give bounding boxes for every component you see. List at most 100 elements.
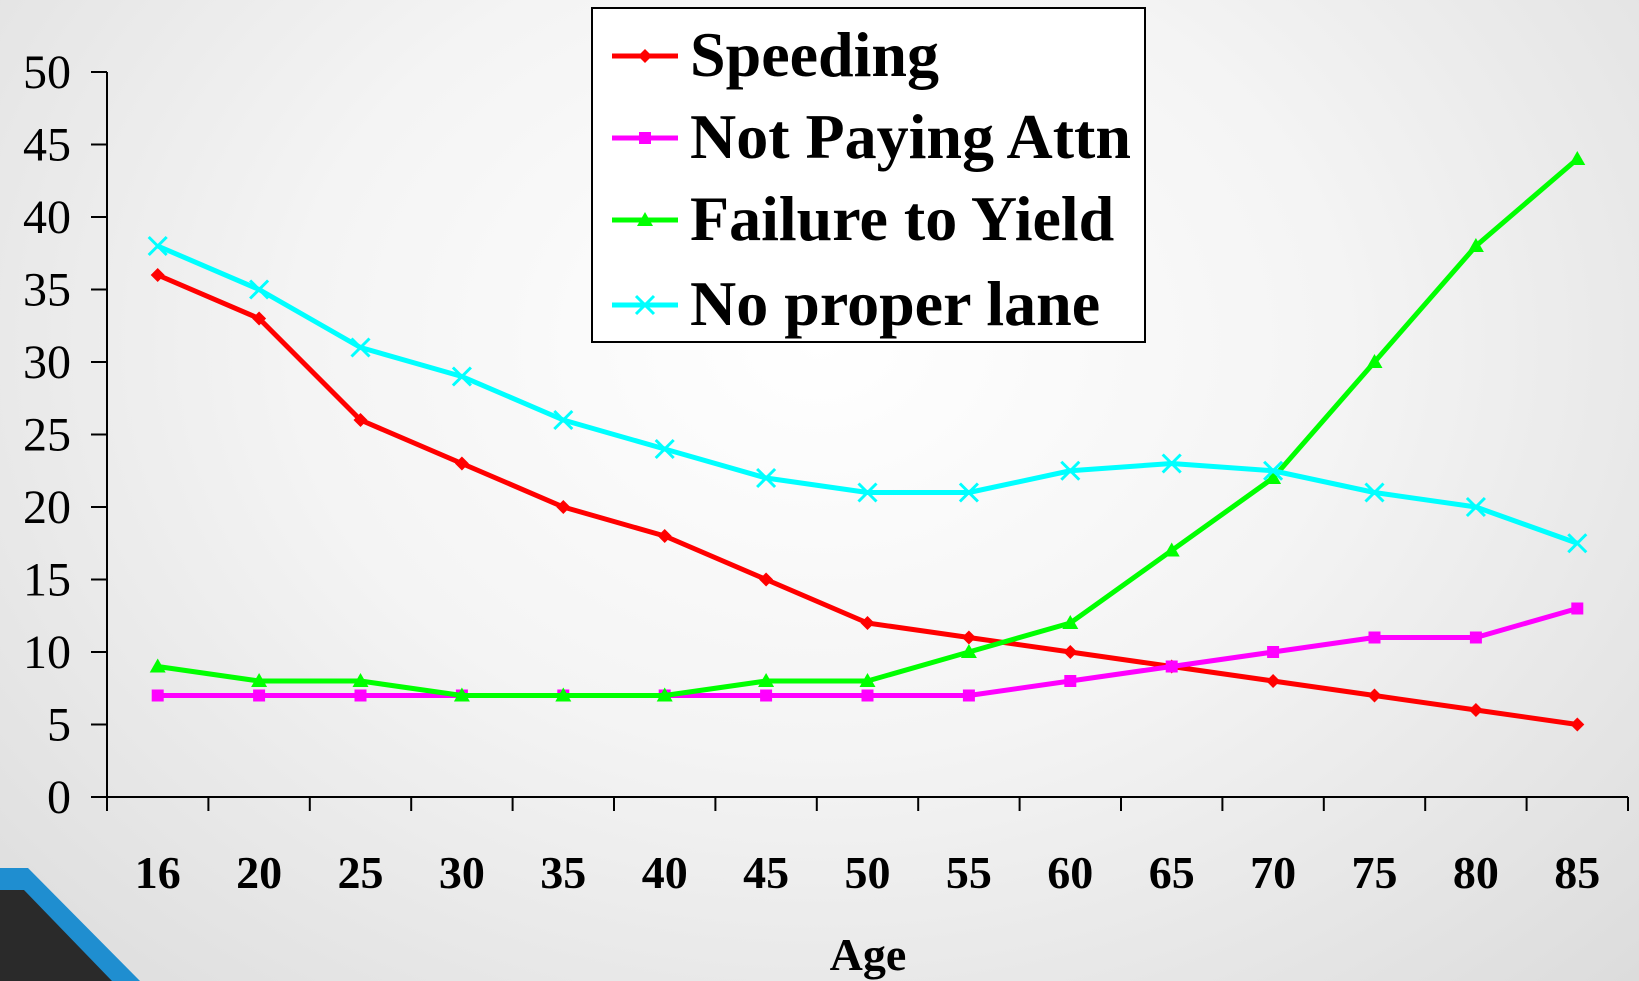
data-point-failure-to-yield bbox=[656, 687, 673, 702]
data-point-speeding bbox=[961, 630, 976, 645]
data-point-failure-to-yield bbox=[960, 644, 977, 658]
legend-box bbox=[591, 7, 1146, 343]
legend-label-speeding: Speeding bbox=[690, 19, 939, 90]
data-point-no-proper-lane bbox=[249, 279, 270, 300]
x-axis-title: Age bbox=[830, 929, 907, 980]
data-point-failure-to-yield bbox=[1467, 238, 1484, 252]
legend-item-failure-to-yield: Failure to Yield bbox=[612, 183, 1114, 254]
data-point-no-proper-lane bbox=[1567, 533, 1588, 554]
legend-marker-failure-to-yield bbox=[637, 212, 653, 226]
x-tick-label: 20 bbox=[236, 847, 282, 898]
data-point-no-proper-lane bbox=[1060, 460, 1081, 481]
data-point-no-proper-lane bbox=[857, 482, 878, 503]
x-tick-label: 75 bbox=[1352, 847, 1398, 898]
data-point-speeding bbox=[353, 413, 368, 427]
data-point-no-proper-lane bbox=[553, 409, 574, 431]
data-point-no-proper-lane bbox=[1161, 453, 1182, 474]
y-tick-label: 15 bbox=[23, 554, 71, 607]
x-tick-label: 60 bbox=[1047, 847, 1093, 898]
data-point-failure-to-yield bbox=[758, 673, 775, 687]
legend-label-not-paying-attn: Not Paying Attn bbox=[690, 101, 1131, 172]
y-tick-label: 35 bbox=[23, 264, 71, 317]
series-failure-to-yield bbox=[149, 151, 1586, 702]
data-point-not-paying-attn bbox=[1267, 646, 1280, 658]
series-layer bbox=[147, 151, 1588, 732]
y-tick-label: 50 bbox=[23, 46, 71, 99]
data-point-speeding bbox=[1468, 703, 1483, 717]
slide-corner-shadow bbox=[0, 890, 112, 981]
data-point-speeding bbox=[657, 529, 672, 543]
x-tick-label: 25 bbox=[338, 847, 384, 898]
data-point-failure-to-yield bbox=[1163, 542, 1180, 557]
data-point-not-paying-attn bbox=[861, 689, 874, 702]
legend-marker-speeding bbox=[638, 49, 652, 63]
data-point-no-proper-lane bbox=[1263, 460, 1284, 481]
data-point-no-proper-lane bbox=[147, 235, 168, 257]
legend-marker-not-paying-attn bbox=[639, 132, 651, 144]
data-point-failure-to-yield bbox=[352, 673, 369, 687]
data-point-not-paying-attn bbox=[1469, 631, 1482, 644]
x-tick-label: 45 bbox=[743, 847, 789, 898]
data-point-failure-to-yield bbox=[555, 687, 572, 702]
y-tick-label: 20 bbox=[23, 481, 71, 534]
legend-item-speeding: Speeding bbox=[612, 19, 939, 90]
data-point-no-proper-lane bbox=[756, 467, 777, 489]
x-tick-label: 50 bbox=[845, 847, 891, 898]
data-point-not-paying-attn bbox=[1165, 660, 1178, 673]
data-point-speeding bbox=[454, 456, 469, 471]
x-tick-label: 80 bbox=[1453, 847, 1499, 898]
data-point-not-paying-attn bbox=[962, 689, 975, 702]
data-point-no-proper-lane bbox=[958, 482, 979, 503]
x-tick-label: 85 bbox=[1554, 847, 1600, 898]
y-tick-label: 10 bbox=[23, 626, 71, 679]
data-point-not-paying-attn bbox=[760, 689, 773, 702]
data-point-failure-to-yield bbox=[1062, 615, 1079, 629]
y-tick-label: 5 bbox=[47, 699, 71, 752]
data-point-failure-to-yield bbox=[859, 673, 876, 687]
y-tick-label: 40 bbox=[23, 191, 71, 244]
data-point-no-proper-lane bbox=[451, 366, 472, 387]
data-point-not-paying-attn bbox=[354, 689, 367, 702]
x-tick-label: 70 bbox=[1250, 847, 1296, 898]
data-point-failure-to-yield bbox=[1569, 151, 1586, 165]
y-tick-label: 25 bbox=[23, 409, 71, 462]
legend-item-no-proper-lane: No proper lane bbox=[612, 268, 1100, 339]
x-tick-label: 40 bbox=[642, 847, 688, 898]
data-point-no-proper-lane bbox=[1364, 482, 1385, 503]
data-point-speeding bbox=[252, 311, 267, 326]
y-tick-label: 0 bbox=[47, 771, 71, 824]
legend-marker-no-proper-lane bbox=[634, 294, 656, 316]
legend-item-not-paying-attn: Not Paying Attn bbox=[612, 101, 1131, 172]
data-point-not-paying-attn bbox=[151, 689, 164, 702]
x-tick-label: 55 bbox=[946, 847, 992, 898]
axes: 0 5 10 15 20 25 30 35 40 45 50 16 20 25 30 35 40 45 50 55 60… bbox=[23, 46, 1629, 898]
legend-label-failure-to-yield: Failure to Yield bbox=[690, 183, 1114, 254]
data-point-speeding bbox=[860, 616, 875, 630]
data-point-no-proper-lane bbox=[1465, 496, 1486, 518]
x-tick-label: 30 bbox=[439, 847, 485, 898]
data-point-failure-to-yield bbox=[1366, 354, 1383, 368]
data-point-speeding bbox=[1367, 688, 1382, 703]
data-point-speeding bbox=[759, 572, 774, 587]
data-point-not-paying-attn bbox=[1368, 631, 1381, 644]
data-point-not-paying-attn bbox=[1571, 602, 1584, 615]
series-no-proper-lane bbox=[147, 235, 1588, 554]
data-point-no-proper-lane bbox=[654, 438, 675, 460]
data-point-failure-to-yield bbox=[453, 687, 470, 702]
x-tick-label: 16 bbox=[135, 847, 181, 898]
data-point-speeding bbox=[1570, 717, 1585, 732]
data-point-failure-to-yield bbox=[149, 658, 166, 673]
data-point-speeding bbox=[150, 268, 165, 282]
data-point-failure-to-yield bbox=[1265, 470, 1282, 484]
y-tick-label: 45 bbox=[23, 119, 71, 172]
legend-label-no-proper-lane: No proper lane bbox=[690, 268, 1100, 339]
data-point-speeding bbox=[1063, 645, 1078, 659]
data-point-not-paying-attn bbox=[1064, 675, 1077, 687]
data-point-speeding bbox=[556, 500, 571, 514]
data-point-not-paying-attn bbox=[253, 689, 266, 702]
data-point-speeding bbox=[1266, 674, 1281, 688]
legend: Speeding Not Paying Attn Failure to Yield N… bbox=[591, 7, 1146, 343]
data-point-failure-to-yield bbox=[251, 673, 268, 687]
y-tick-label: 30 bbox=[23, 336, 71, 389]
